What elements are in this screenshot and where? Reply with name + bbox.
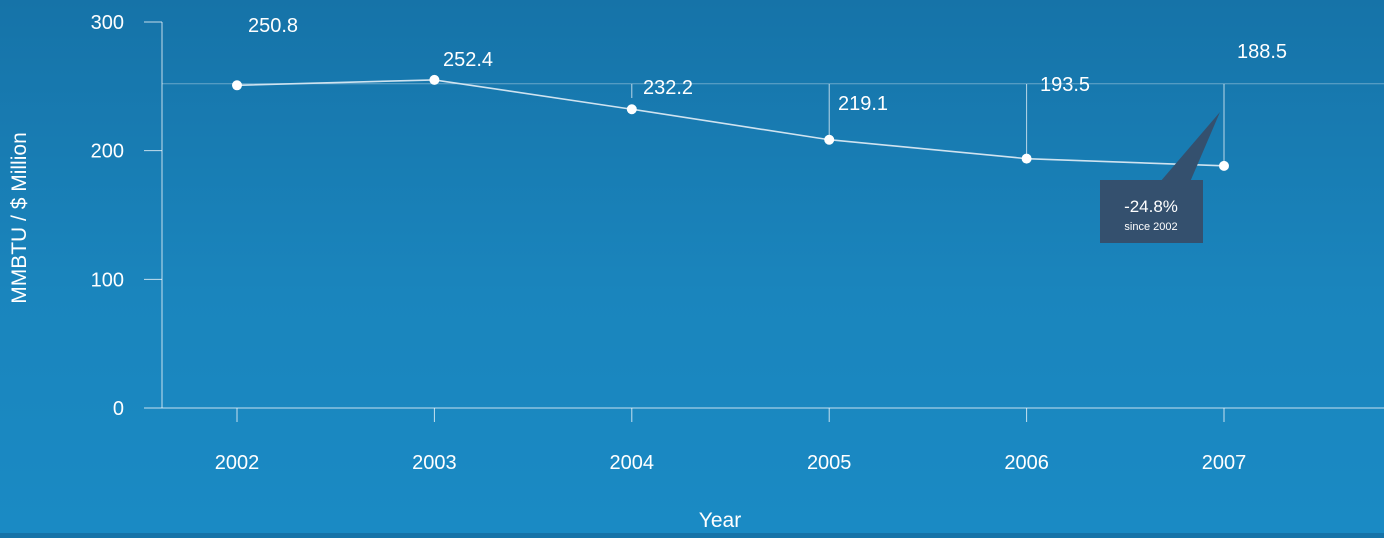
y-axis-ticks: 0 100 200 300 <box>91 12 162 420</box>
callout-box <box>1100 180 1203 243</box>
data-label: 193.5 <box>1040 74 1090 96</box>
series-line <box>236 79 1225 167</box>
x-tick-label: 2007 <box>1202 452 1247 474</box>
x-axis-title: Year <box>699 509 741 532</box>
data-point <box>1021 153 1032 164</box>
label-leader-lines <box>631 84 1225 166</box>
y-axis-title: MMBTU / $ Million <box>8 132 31 304</box>
data-point <box>429 74 440 85</box>
data-point <box>1219 160 1229 171</box>
data-label: 232.2 <box>643 77 693 99</box>
y-tick-label: 200 <box>91 141 124 163</box>
callout-percent: -24.8% <box>1124 197 1178 216</box>
y-tick-label: 0 <box>113 398 124 420</box>
data-label: 188.5 <box>1237 41 1287 63</box>
x-tick-label: 2002 <box>215 452 260 474</box>
x-tick-label: 2003 <box>412 452 457 474</box>
x-tick-label: 2005 <box>807 452 852 474</box>
callout-note: since 2002 <box>1124 221 1177 233</box>
y-tick-label: 300 <box>91 12 124 34</box>
data-point <box>232 80 242 91</box>
data-point <box>824 134 835 145</box>
data-label: 250.8 <box>248 15 298 37</box>
y-tick-label: 100 <box>91 269 124 291</box>
x-tick-label: 2004 <box>610 452 655 474</box>
x-tick-label: 2006 <box>1004 452 1049 474</box>
change-callout: -24.8% since 2002 <box>1100 112 1220 243</box>
data-label: 219.1 <box>838 93 888 115</box>
data-labels: 250.8 252.4 232.2 219.1 193.5 188.5 <box>248 15 1287 115</box>
data-label: 252.4 <box>443 49 493 71</box>
data-point <box>626 104 637 115</box>
callout-pointer <box>1160 112 1220 182</box>
series-markers <box>232 74 1229 171</box>
x-axis-ticks: 2002 2003 2004 2005 2006 2007 <box>215 408 1247 474</box>
